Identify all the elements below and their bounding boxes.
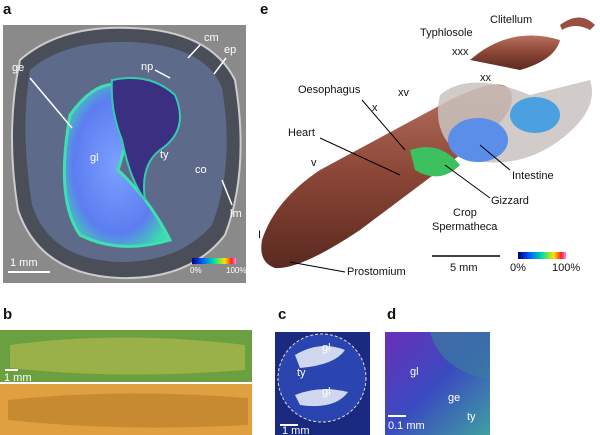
label: ty (467, 411, 476, 423)
label: Clitellum (490, 14, 532, 26)
label: gl (322, 386, 331, 398)
label: np (141, 61, 153, 73)
clitellum (470, 35, 560, 70)
label: gl (410, 366, 419, 378)
colorbar-label: 100% (226, 266, 246, 275)
label: ty (160, 149, 169, 161)
colorbar (518, 252, 566, 259)
panel-letter: b (3, 306, 12, 323)
label: I (258, 229, 261, 241)
tissue (430, 332, 490, 380)
colorbar-label: 100% (552, 262, 580, 274)
panel-letter: a (3, 1, 12, 18)
label: Spermatheca (432, 221, 498, 233)
label: gl (322, 342, 331, 354)
worm-fluorescence (10, 337, 245, 375)
label: lm (230, 208, 242, 220)
panel-b: b 1 mm (0, 306, 252, 435)
typhlosole (110, 76, 181, 201)
label: ty (297, 367, 306, 379)
pointer-line (319, 137, 401, 176)
panel-e: e Typhlosole Clitellum xxx xx xv x v I O… (258, 1, 595, 278)
label: xv (398, 87, 410, 99)
scale-label: 1 mm (282, 425, 310, 435)
label: gl (90, 152, 99, 164)
label: ge (12, 62, 24, 74)
clitellum (560, 17, 595, 30)
pointer-line (187, 44, 201, 59)
tissue (295, 346, 345, 368)
pointer-line (29, 77, 73, 129)
intestine (510, 97, 560, 133)
pointer-line (154, 69, 171, 79)
label: x (372, 102, 378, 114)
worm-section (8, 393, 248, 428)
label: Typhlosole (420, 27, 473, 39)
label: ge (448, 392, 460, 404)
label: ep (224, 44, 236, 56)
label: Heart (288, 127, 315, 139)
label: Oesophagus (298, 84, 361, 96)
panel-letter: d (387, 306, 396, 323)
scale-label: 1 mm (10, 257, 38, 269)
tissue (295, 389, 348, 407)
label: Crop (453, 207, 477, 219)
pointer-line (213, 57, 227, 75)
label: xx (480, 72, 492, 84)
panel-c: c gl ty gl 1 mm (275, 306, 370, 435)
label: Intestine (512, 170, 554, 182)
colorbar-label: 0% (510, 262, 526, 274)
pointer-line (479, 144, 511, 171)
scale-label: 1 mm (4, 372, 32, 384)
label: Prostomium (347, 266, 406, 278)
label: xxx (452, 46, 469, 58)
pointer-line (221, 179, 233, 206)
panel-letter: e (260, 1, 268, 18)
scale-label: 0.1 mm (388, 420, 425, 432)
pointer-line (444, 164, 491, 199)
gizzard (410, 147, 460, 177)
label: v (311, 157, 317, 169)
scale-label: 5 mm (450, 262, 478, 274)
colorbar-label: 0% (190, 266, 202, 275)
panel-a: a ge gl ty co np cm ep lm 1 mm 0% 100% (3, 1, 246, 283)
label: co (195, 164, 207, 176)
pointer-line (289, 261, 346, 273)
panel-letter: c (278, 306, 286, 323)
pointer-line (361, 99, 406, 151)
panel-d: d gl ge ty 0.1 mm (385, 306, 490, 435)
label: Gizzard (491, 195, 529, 207)
colorbar (192, 258, 236, 264)
label: cm (204, 32, 219, 44)
intestine (448, 118, 508, 162)
